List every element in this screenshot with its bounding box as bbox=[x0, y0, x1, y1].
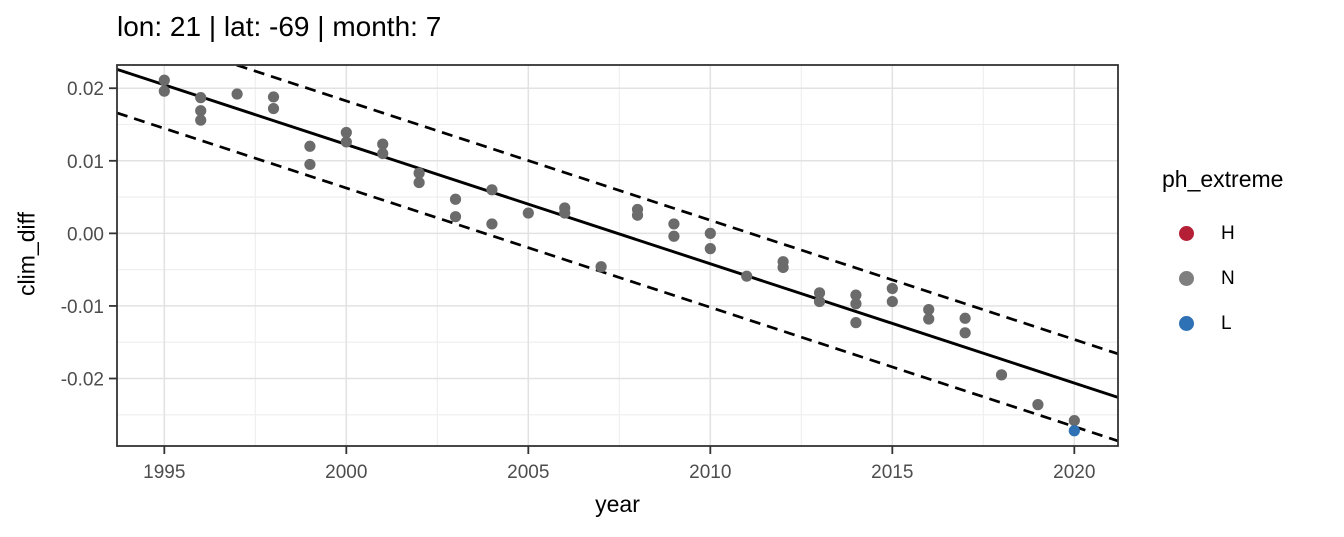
data-point-N bbox=[813, 287, 826, 299]
data-point-N bbox=[231, 88, 243, 100]
data-point-N bbox=[668, 218, 680, 230]
data-point-N bbox=[668, 230, 680, 242]
data-point-N bbox=[486, 184, 498, 196]
y-tick-label: 0.02 bbox=[67, 79, 104, 100]
y-tick-label: -0.01 bbox=[61, 297, 104, 318]
data-point-N bbox=[158, 85, 170, 97]
data-point-N bbox=[595, 261, 607, 273]
legend-entry-h: H bbox=[1162, 211, 1283, 256]
data-point-L bbox=[1068, 425, 1080, 437]
data-point-N bbox=[522, 207, 534, 219]
data-point-N bbox=[923, 313, 935, 325]
data-point-N bbox=[813, 295, 826, 308]
data-point-N bbox=[449, 211, 462, 223]
data-point-N bbox=[559, 207, 571, 219]
data-point-N bbox=[413, 176, 425, 189]
y-tick-label: 0.01 bbox=[67, 152, 104, 173]
data-point-N bbox=[777, 261, 789, 274]
legend-dot-l-icon bbox=[1179, 316, 1194, 331]
x-tick-label: 2015 bbox=[871, 462, 913, 483]
data-point-N bbox=[195, 92, 207, 104]
data-point-N bbox=[267, 102, 280, 115]
legend-dot-n-icon bbox=[1179, 271, 1194, 286]
legend-title: ph_extreme bbox=[1162, 166, 1284, 192]
data-point-N bbox=[959, 327, 971, 339]
data-point-N bbox=[850, 298, 862, 310]
data-point-N bbox=[886, 282, 898, 295]
data-point-N bbox=[741, 270, 753, 282]
data-point-N bbox=[886, 295, 898, 308]
data-point-N bbox=[267, 91, 280, 103]
x-tick-label: 2005 bbox=[507, 462, 549, 483]
data-point-N bbox=[995, 369, 1008, 381]
x-tick-label: 1995 bbox=[143, 462, 185, 483]
upper-band-line bbox=[232, 65, 1118, 356]
data-point-N bbox=[1032, 399, 1044, 411]
data-point-N bbox=[413, 167, 425, 179]
data-point-N bbox=[304, 140, 316, 152]
legend-label-l: L bbox=[1221, 312, 1232, 334]
y-axis-title: clim_diff bbox=[13, 212, 40, 296]
data-point-N bbox=[704, 243, 716, 255]
data-point-N bbox=[959, 312, 971, 324]
legend-entry-n: N bbox=[1162, 256, 1283, 301]
data-point-N bbox=[340, 126, 352, 139]
plot-title: lon: 21 | lat: -69 | month: 7 bbox=[117, 11, 442, 42]
line-layer bbox=[117, 65, 1118, 443]
legend-entry-l: L bbox=[1162, 301, 1283, 346]
data-point-N bbox=[158, 74, 170, 86]
data-point-N bbox=[631, 209, 644, 221]
data-point-N bbox=[195, 105, 207, 117]
x-tick-label: 2020 bbox=[1053, 462, 1095, 483]
trend-line bbox=[117, 67, 1118, 399]
panel-border bbox=[116, 64, 1119, 447]
data-point-N bbox=[923, 303, 935, 316]
x-tick-label: 2000 bbox=[325, 462, 367, 483]
data-point-N bbox=[1068, 415, 1080, 427]
data-point-N bbox=[195, 114, 207, 126]
x-axis-title: year bbox=[595, 491, 640, 517]
legend-dot-h-icon bbox=[1179, 226, 1194, 241]
legend-label-n: N bbox=[1221, 267, 1235, 289]
x-tick-label: 2010 bbox=[689, 462, 731, 483]
data-point-N bbox=[704, 227, 716, 239]
y-tick-label: -0.02 bbox=[61, 370, 104, 391]
data-point-N bbox=[486, 218, 498, 230]
legend: ph_extreme H N L bbox=[1162, 166, 1283, 346]
y-tick-label: 0.00 bbox=[67, 224, 104, 245]
data-point-N bbox=[850, 289, 862, 301]
data-point-N bbox=[377, 138, 389, 150]
data-point-N bbox=[377, 147, 389, 160]
data-point-N bbox=[304, 158, 316, 171]
data-point-N bbox=[449, 193, 462, 205]
legend-label-h: H bbox=[1221, 222, 1235, 244]
lower-band-line bbox=[117, 111, 1118, 443]
data-point-N bbox=[340, 136, 352, 148]
data-point-N bbox=[850, 317, 862, 329]
